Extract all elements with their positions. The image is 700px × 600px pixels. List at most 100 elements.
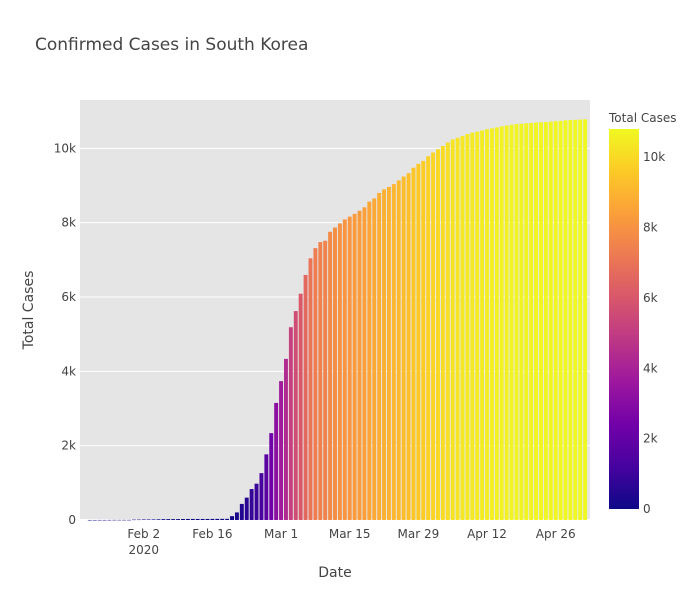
bar — [239, 503, 244, 520]
bar — [171, 519, 176, 520]
bar — [254, 483, 259, 520]
bar — [583, 119, 588, 521]
bars-group — [87, 119, 588, 521]
bar — [568, 120, 573, 520]
bar — [396, 180, 401, 520]
bar — [176, 519, 181, 520]
bar — [377, 192, 382, 520]
bar — [333, 227, 337, 520]
bar — [323, 240, 328, 521]
colorbar-tick-label: 6k — [643, 291, 658, 305]
bar — [205, 518, 210, 520]
bar — [563, 120, 568, 521]
bar — [112, 519, 117, 521]
bar — [117, 519, 122, 521]
bar — [131, 519, 136, 521]
bar — [318, 242, 323, 520]
bar — [489, 128, 494, 520]
bar — [382, 189, 386, 520]
y-tick-label: 4k — [61, 364, 76, 378]
colorbar-tick-label: 4k — [643, 361, 658, 375]
bar — [372, 198, 377, 520]
bar — [97, 519, 102, 521]
bar — [440, 146, 445, 520]
bar — [504, 125, 509, 520]
bar — [470, 132, 475, 520]
bar — [494, 127, 499, 521]
bar — [141, 519, 146, 520]
bar — [244, 497, 249, 520]
chart-title: Confirmed Cases in South Korea — [35, 35, 308, 55]
colorbar — [609, 129, 639, 509]
bar — [328, 231, 333, 521]
y-tick-label: 8k — [61, 216, 76, 230]
x-tick-label: Mar 15 — [329, 527, 371, 541]
bar — [558, 120, 563, 521]
bar — [337, 223, 342, 520]
bar — [308, 258, 313, 520]
bar — [578, 119, 583, 520]
bar — [534, 122, 539, 520]
bar — [475, 131, 480, 520]
bar — [519, 123, 524, 521]
bar — [436, 149, 440, 520]
bar — [529, 122, 534, 521]
bar — [166, 519, 171, 520]
y-tick-label: 10k — [54, 141, 76, 155]
bar — [230, 516, 234, 520]
bar — [161, 519, 166, 520]
bar — [156, 519, 161, 520]
colorbar-tick-labels: 0 2k 4k 6k 8k 10k — [643, 150, 665, 516]
bar — [215, 518, 220, 520]
bar — [92, 519, 97, 521]
bar — [431, 152, 436, 520]
bar — [136, 519, 141, 521]
bar — [543, 122, 548, 520]
y-tick-label: 0 — [68, 513, 76, 527]
bar — [190, 518, 195, 520]
y-tick-label: 2k — [61, 439, 76, 453]
bar — [274, 402, 279, 520]
bar — [347, 216, 352, 521]
bar — [573, 119, 578, 521]
bar — [303, 274, 308, 520]
bar — [509, 124, 514, 521]
y-axis-label: Total Cases — [21, 271, 37, 351]
bar — [362, 207, 367, 520]
bar — [102, 519, 107, 521]
colorbar-title: Total Cases — [608, 111, 676, 125]
bar — [416, 163, 421, 521]
bar — [406, 173, 411, 520]
bar — [539, 122, 543, 520]
bar — [367, 201, 372, 521]
x-tick-label: Feb 2 — [127, 527, 160, 541]
bar — [357, 210, 362, 521]
bar — [151, 519, 156, 520]
bar — [391, 184, 396, 520]
colorbar-tick-label: 10k — [643, 150, 665, 164]
y-tick-label: 6k — [61, 290, 76, 304]
bar — [514, 124, 519, 520]
bar — [313, 248, 318, 520]
bar — [284, 358, 288, 520]
bar — [200, 518, 205, 520]
bar — [234, 512, 239, 520]
bar — [426, 156, 431, 520]
x-axis-label: Date — [318, 565, 351, 581]
bar — [460, 136, 465, 520]
bar — [293, 311, 298, 520]
bar — [269, 433, 274, 520]
bar — [553, 121, 558, 520]
x-tick-label: Apr 26 — [536, 527, 576, 541]
bar — [411, 167, 416, 521]
colorbar-tick-label: 2k — [643, 432, 658, 446]
bar — [185, 518, 190, 520]
x-tick-label: Feb 16 — [192, 527, 232, 541]
colorbar-tick-label: 0 — [643, 502, 651, 516]
bar — [225, 518, 230, 520]
bar — [524, 123, 529, 520]
bar — [220, 518, 225, 520]
bar — [465, 134, 470, 520]
bar — [279, 381, 284, 520]
